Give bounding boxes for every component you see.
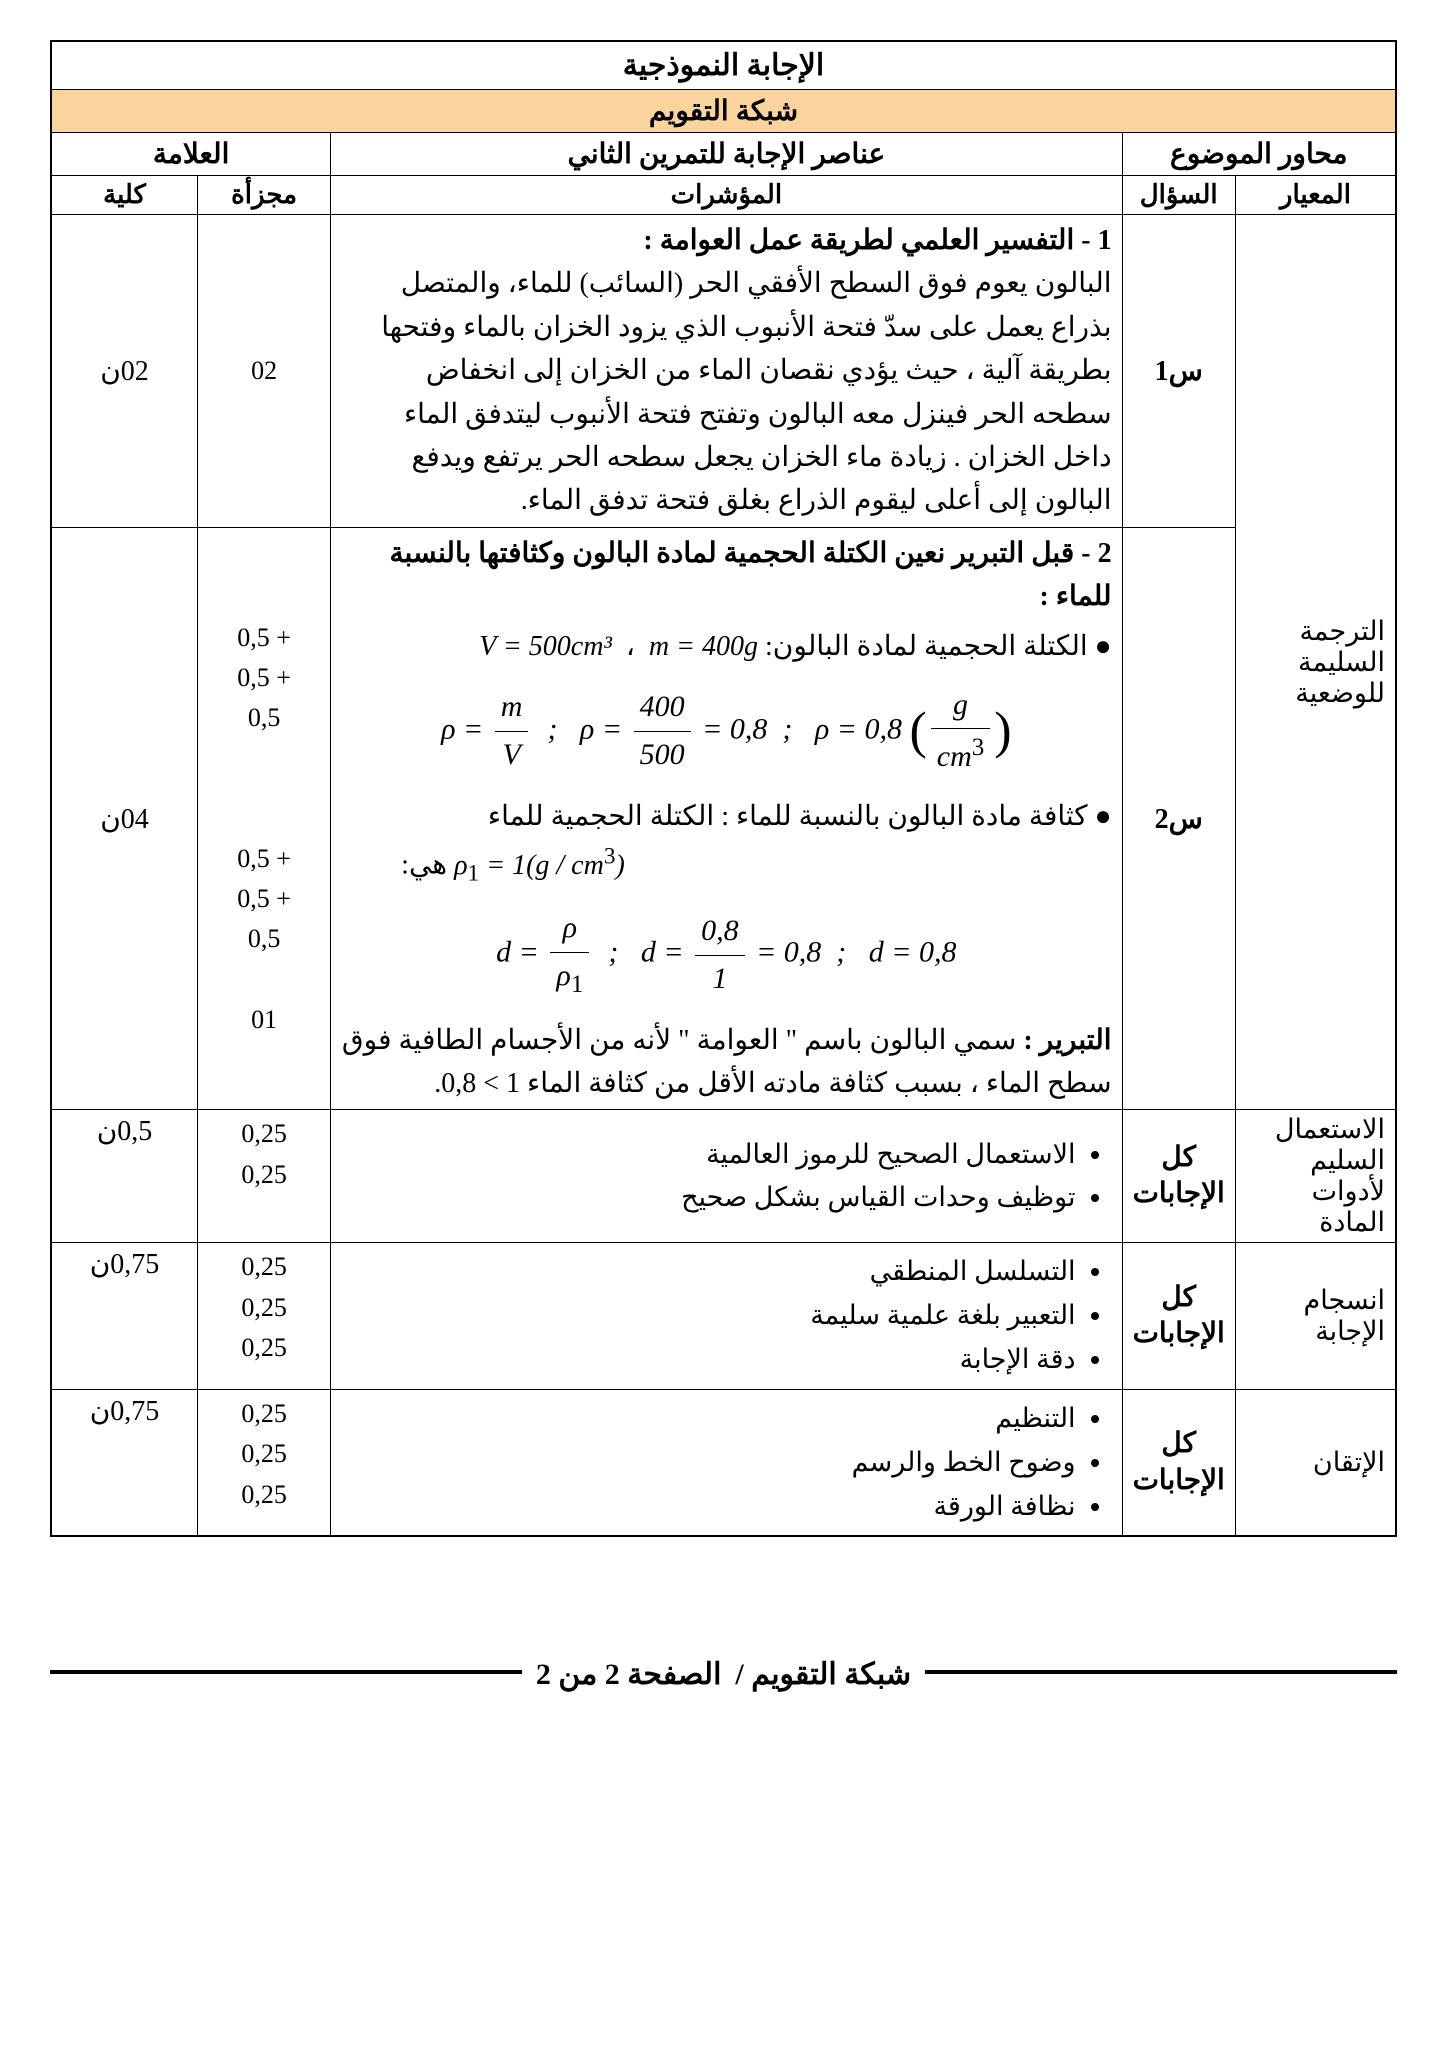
partial-block-3: 01: [208, 1000, 320, 1040]
table-row: الترجمة السليمة للوضعية س1 1 - التفسير ا…: [51, 215, 1396, 528]
hdr-partial: مجزأة: [198, 176, 331, 215]
partial-cell: 0,5 + 0,5 + 0,5 0,5 + 0,5 + 0,5 01: [198, 527, 331, 1110]
rho-formula: ρ = mV ; ρ = 400500 = 0,8 ; ρ = 0,8 (gcm…: [341, 682, 1111, 781]
criterion-cell: انسجام الإجابة: [1235, 1243, 1396, 1390]
row2-heading: 2 - قبل التبرير نعين الكتلة الحجمية لماد…: [341, 532, 1111, 619]
list-item: الاستعمال الصحيح للرموز العالمية: [347, 1134, 1075, 1176]
hdr-mark: العلامة: [51, 133, 331, 176]
total-cell: 04ن: [51, 527, 198, 1110]
total-cell: 02ن: [51, 215, 198, 528]
question-cell: س2: [1122, 527, 1235, 1110]
hdr-criterion: المعيار: [1235, 176, 1396, 215]
hdr-total: كلية: [51, 176, 198, 215]
list-item: وضوح الخط والرسم: [347, 1442, 1075, 1484]
doc-subtitle: شبكة التقويم: [51, 90, 1396, 133]
partial-val: 0,25: [208, 1434, 320, 1474]
indicator-cell: 1 - التفسير العلمي لطريقة عمل العوامة : …: [331, 215, 1122, 528]
partial-val: 0,25: [208, 1394, 320, 1434]
partial-block-2: 0,5 + 0,5 + 0,5: [208, 839, 320, 960]
rho1-value: ρ1 = 1(g / cm3): [454, 850, 625, 881]
partial-val: 0,25: [208, 1328, 320, 1368]
page: الإجابة النموذجية شبكة التقويم محاور الم…: [50, 40, 1397, 1692]
question-cell: س1: [1122, 215, 1235, 528]
row2-bullet1: ● الكتلة الحجمية لمادة البالون: m = 400g…: [341, 625, 1111, 668]
justify-label: التبرير :: [1023, 1025, 1111, 1056]
hdr-question: السؤال: [1122, 176, 1235, 215]
table-row: الإتقان كل الإجابات التنظيم وضوح الخط وا…: [51, 1389, 1396, 1536]
table-row: انسجام الإجابة كل الإجابات التسلسل المنط…: [51, 1243, 1396, 1390]
footer-line-left: [50, 1670, 522, 1674]
footer-line-right: [925, 1670, 1397, 1674]
rho1-label: هي:: [401, 850, 447, 881]
indicator-cell: التنظيم وضوح الخط والرسم نظافة الورقة: [331, 1389, 1122, 1536]
partial-cell: 0,25 0,25 0,25: [198, 1389, 331, 1536]
question-cell: كل الإجابات: [1122, 1110, 1235, 1243]
list-item: التسلسل المنطقي: [347, 1251, 1075, 1293]
criterion-cell: الاستعمال السليم لأدوات المادة: [1235, 1110, 1396, 1243]
table-row: س2 2 - قبل التبرير نعين الكتلة الحجمية ل…: [51, 527, 1396, 1110]
hdr-topic-axes: محاور الموضوع: [1122, 133, 1396, 176]
partial-val: 0,25: [208, 1247, 320, 1287]
justify-text: سمي البالون باسم " العوامة " لأنه من الأ…: [342, 1025, 1112, 1099]
list-item: نظافة الورقة: [347, 1486, 1075, 1528]
subtitle-row: شبكة التقويم: [51, 90, 1396, 133]
row1-text: البالون يعوم فوق السطح الأفقي الحر (السا…: [381, 268, 1111, 516]
partial-cell: 02: [198, 215, 331, 528]
justification: التبرير : سمي البالون باسم " العوامة " ل…: [341, 1019, 1111, 1106]
criterion-cell: الترجمة السليمة للوضعية: [1235, 215, 1396, 1110]
row1-heading: 1 - التفسير العلمي لطريقة عمل العوامة :: [643, 225, 1111, 256]
title-row: الإجابة النموذجية: [51, 41, 1396, 90]
list-item: التعبير بلغة علمية سليمة: [347, 1295, 1075, 1337]
criterion-cell: الإتقان: [1235, 1389, 1396, 1536]
partial-block-1: 0,5 + 0,5 + 0,5: [208, 618, 320, 739]
partial-val: 0,25: [208, 1114, 320, 1154]
partial-val: 0,25: [208, 1155, 320, 1195]
indicator-cell: 2 - قبل التبرير نعين الكتلة الحجمية لماد…: [331, 527, 1122, 1110]
d-formula: d = ρρ1 ; d = 0,81 = 0,8 ; d = 0,8: [341, 905, 1111, 1004]
partial-val: 0,25: [208, 1288, 320, 1328]
rho1-line: ρ1 = 1(g / cm3) هي:: [341, 838, 1111, 891]
evaluation-table: الإجابة النموذجية شبكة التقويم محاور الم…: [50, 40, 1397, 1537]
mass-value: m = 400g: [649, 631, 758, 662]
hdr-answer-elements: عناصر الإجابة للتمرين الثاني: [331, 133, 1122, 176]
row2-bullet1-pre: ● الكتلة الحجمية لمادة البالون:: [765, 631, 1112, 662]
total-cell: 0,75ن: [51, 1243, 198, 1390]
partial-cell: 0,25 0,25 0,25: [198, 1243, 331, 1390]
hdr-indicators: المؤشرات: [331, 176, 1122, 215]
question-cell: كل الإجابات: [1122, 1389, 1235, 1536]
indicator-cell: الاستعمال الصحيح للرموز العالمية توظيف و…: [331, 1110, 1122, 1243]
total-cell: 0,75ن: [51, 1389, 198, 1536]
sep: ،: [626, 631, 635, 662]
total-cell: 0,5ن: [51, 1110, 198, 1243]
list-item: توظيف وحدات القياس بشكل صحيح: [347, 1177, 1075, 1219]
subheader-row: المعيار السؤال المؤشرات مجزأة كلية: [51, 176, 1396, 215]
doc-title: الإجابة النموذجية: [51, 41, 1396, 90]
indicator-cell: التسلسل المنطقي التعبير بلغة علمية سليمة…: [331, 1243, 1122, 1390]
question-cell: كل الإجابات: [1122, 1243, 1235, 1390]
list-item: دقة الإجابة: [347, 1339, 1075, 1381]
table-row: الاستعمال السليم لأدوات المادة كل الإجاب…: [51, 1110, 1396, 1243]
partial-val: 0,25: [208, 1475, 320, 1515]
list-item: التنظيم: [347, 1398, 1075, 1440]
page-footer: شبكة التقويم / الصفحة 2 من 2: [50, 1657, 1397, 1692]
header-row: محاور الموضوع عناصر الإجابة للتمرين الثا…: [51, 133, 1396, 176]
volume-value: V = 500cm³: [479, 631, 612, 662]
row2-bullet2: ● كثافة مادة البالون بالنسبة للماء : الك…: [341, 795, 1111, 838]
footer-label: شبكة التقويم /: [735, 1657, 911, 1692]
partial-cell: 0,25 0,25: [198, 1110, 331, 1243]
footer-page: الصفحة 2 من 2: [536, 1657, 722, 1692]
